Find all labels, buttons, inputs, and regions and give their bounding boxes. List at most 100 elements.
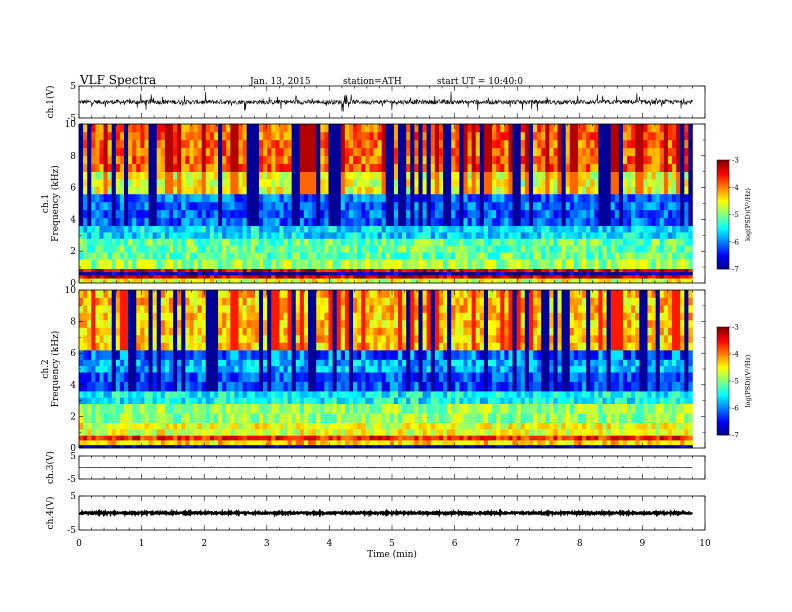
spectrogram-cell [173,238,178,246]
spectrogram-cell [250,217,256,227]
spectrogram-cell [516,171,522,180]
spectrogram-cell [160,397,166,405]
spectrogram-cell [377,259,382,269]
spectrogram-cell [226,186,231,195]
spectrogram-cell [672,147,677,157]
spectrogram-cell [201,193,207,203]
spectrogram-cell [606,186,611,195]
spectrogram-cell [275,444,280,449]
spectrogram-cell [242,435,247,441]
spectrogram-cell [377,171,382,180]
spectrogram-cell [275,155,280,165]
spectrogram-cell [218,179,223,187]
spectrogram-cell [287,422,292,430]
spectrogram-cell [123,139,129,149]
spectrogram-cell [312,440,317,446]
spectrogram-cell [598,193,603,203]
spectrogram-cell [594,259,599,269]
spectrogram-cell [160,268,166,273]
spectrogram-cell [168,365,174,373]
spectrogram-cell [426,163,432,172]
spectrogram-cell [140,413,145,424]
spectrogram-cell [312,359,317,367]
spectrogram-cell [283,139,288,149]
spectrogram-cell [627,171,632,180]
spectrogram-cell [492,147,497,157]
spectrogram-cell [218,186,223,195]
spectrogram-cell [299,147,305,157]
spectrogram-cell [279,238,284,246]
spectrogram-cell [631,259,636,269]
spectrogram-cell [291,179,297,187]
spectrogram-cell [336,217,342,227]
spectrogram-cell [594,238,599,246]
spectrogram-cell [312,381,317,392]
spectrogram-cell [479,163,485,172]
spectrogram-cell [123,365,129,373]
spectrogram-cell [569,201,575,211]
spectrogram-cell [226,297,231,306]
spectrogram-cell [299,335,305,343]
spectrogram-cell [197,381,202,392]
spectrogram-cell [344,171,350,180]
spectrogram-cell [222,297,227,306]
spectrogram-cell [639,275,644,279]
spectrogram-cell [136,209,141,219]
spectrogram-cell [340,217,346,227]
spectrogram-cell [586,193,591,203]
spectrogram-cell [152,305,158,313]
spectrogram-cell [398,217,403,227]
spectrogram-cell [655,209,661,219]
spectrogram-cell [532,268,538,273]
spectrogram-cell [132,232,137,239]
spectrogram-cell [177,238,182,246]
spectrogram-cell [635,238,640,246]
spectrogram-cell [328,245,333,253]
spectrogram-cell [631,139,636,149]
spectrogram-cell [463,271,468,276]
spectrogram-cell [119,327,125,336]
spectrogram-cell [263,124,268,133]
spectrogram-cell [357,268,362,273]
spectrogram-cell [312,201,317,211]
spectrogram-cell [598,259,603,269]
spectrogram-cell [303,391,309,398]
spectrogram-cell [520,232,526,239]
spectrogram-cell [524,139,530,149]
spectrogram-cell [316,440,321,446]
spectrogram-cell [91,259,96,269]
spectrogram-cell [582,259,587,269]
spectrogram-cell [226,312,231,321]
spectrogram-cell [168,171,174,180]
spectrogram-cell [528,238,534,246]
spectrogram-cell [222,391,227,398]
spectrogram-cell [344,245,350,253]
spectrogram-cell [688,186,693,195]
spectrogram-cell [279,342,284,351]
spectrogram-cell [414,245,419,253]
spectrogram-cell [246,232,252,239]
spectrogram-cell [136,147,141,157]
spectrogram-cell [492,232,497,239]
spectrogram-cell [263,232,268,239]
spectrogram-cell [213,335,219,343]
spectrogram-cell [234,225,239,233]
spectrogram-cell [144,271,149,276]
spectrogram-cell [79,139,84,149]
spectrogram-cell [185,429,190,436]
spectrogram-cell [144,422,149,430]
spectrogram-cell [614,225,620,233]
spectrogram-cell [639,131,644,141]
spectrogram-cell [267,186,272,195]
spectrogram-cell [152,147,158,157]
spectrogram-cell [586,139,591,149]
spectrogram-cell [328,225,333,233]
spectrogram-cell [230,179,235,187]
spectrogram-cell [422,201,427,211]
spectrogram-cell [598,238,603,246]
spectrogram-cell [684,139,689,149]
spectrogram-cell [95,245,100,253]
spectrogram-cell [504,131,509,141]
spectrogram-cell [672,238,677,246]
spectrogram-cell [647,163,652,172]
